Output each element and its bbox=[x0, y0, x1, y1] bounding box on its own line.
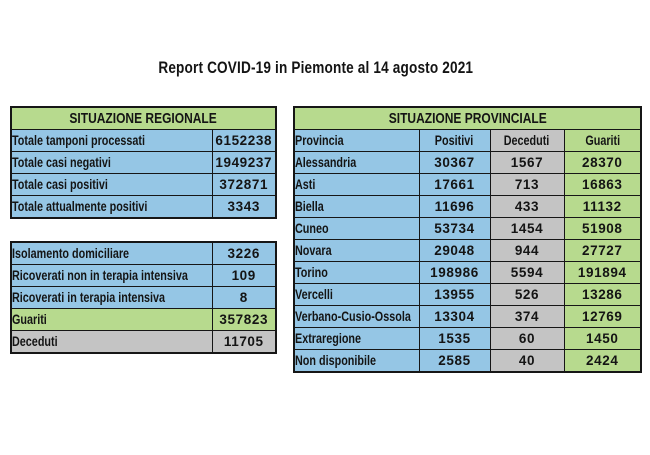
provincia-cell: Alessandria bbox=[293, 151, 420, 174]
row-value-cell: 11705 bbox=[211, 330, 277, 354]
provincia-cell: Extraregione bbox=[293, 327, 420, 350]
positivi-cell: 198986 bbox=[418, 261, 491, 284]
guariti-cell: 16863 bbox=[563, 173, 642, 196]
table-row: Extraregione 1535 60 1450 bbox=[293, 327, 642, 350]
provincial-header-row: SITUAZIONE PROVINCIALE bbox=[293, 106, 642, 130]
table-row: Verbano-Cusio-Ossola 13304 374 12769 bbox=[293, 305, 642, 328]
guariti-cell: 51908 bbox=[563, 217, 642, 240]
provincia-cell: Biella bbox=[293, 195, 420, 218]
table-row: Biella 11696 433 11132 bbox=[293, 195, 642, 218]
provincia-cell: Cuneo bbox=[293, 217, 420, 240]
report-title: Report COVID-19 in Piemonte al 14 agosto… bbox=[0, 58, 632, 78]
positivi-cell: 53734 bbox=[418, 217, 491, 240]
provincia-cell: Non disponibile bbox=[293, 349, 420, 373]
row-label-cell: Totale tamponi processati bbox=[10, 129, 213, 152]
table-row: Novara 29048 944 27727 bbox=[293, 239, 642, 262]
row-label-cell: Deceduti bbox=[10, 330, 213, 354]
column-header-guariti: Guariti bbox=[563, 129, 642, 152]
positivi-cell: 11696 bbox=[418, 195, 491, 218]
positivi-cell: 29048 bbox=[418, 239, 491, 262]
table-row: Totale attualmente positivi 3343 bbox=[10, 195, 277, 219]
table-row: Vercelli 13955 526 13286 bbox=[293, 283, 642, 306]
column-header-row: Provincia Positivi Deceduti Guariti bbox=[293, 129, 642, 152]
deceduti-cell: 1567 bbox=[489, 151, 565, 174]
table-row: Alessandria 30367 1567 28370 bbox=[293, 151, 642, 174]
deceduti-cell: 433 bbox=[489, 195, 565, 218]
table-row: Deceduti 11705 bbox=[10, 330, 277, 354]
table-row: Ricoverati non in terapia intensiva 109 bbox=[10, 264, 277, 287]
row-label-cell: Ricoverati in terapia intensiva bbox=[10, 286, 213, 309]
provincia-cell: Torino bbox=[293, 261, 420, 284]
row-value-cell: 6152238 bbox=[211, 129, 277, 152]
row-value-cell: 3226 bbox=[211, 241, 277, 265]
row-value-cell: 3343 bbox=[211, 195, 277, 219]
table-row: Totale tamponi processati 6152238 bbox=[10, 129, 277, 152]
report-title-text: Report COVID-19 in Piemonte al 14 agosto… bbox=[158, 58, 474, 77]
deceduti-cell: 60 bbox=[489, 327, 565, 350]
positivi-cell: 13304 bbox=[418, 305, 491, 328]
guariti-cell: 13286 bbox=[563, 283, 642, 306]
table-row: Totale casi negativi 1949237 bbox=[10, 151, 277, 174]
column-header-positivi: Positivi bbox=[418, 129, 491, 152]
positivi-cell: 2585 bbox=[418, 349, 491, 373]
positivi-cell: 13955 bbox=[418, 283, 491, 306]
table-row: Guariti 357823 bbox=[10, 308, 277, 331]
column-header-deceduti: Deceduti bbox=[489, 129, 565, 152]
table-row: Torino 198986 5594 191894 bbox=[293, 261, 642, 284]
regional-header-row: SITUAZIONE REGIONALE bbox=[10, 106, 277, 130]
row-value-cell: 372871 bbox=[211, 173, 277, 196]
provincial-table: SITUAZIONE PROVINCIALE Provincia Positiv… bbox=[293, 106, 643, 373]
provincia-cell: Novara bbox=[293, 239, 420, 262]
guariti-cell: 28370 bbox=[563, 151, 642, 174]
table-row: Ricoverati in terapia intensiva 8 bbox=[10, 286, 277, 309]
positivi-cell: 1535 bbox=[418, 327, 491, 350]
deceduti-cell: 40 bbox=[489, 349, 565, 373]
row-value-cell: 109 bbox=[211, 264, 277, 287]
provincial-table-title: SITUAZIONE PROVINCIALE bbox=[293, 106, 642, 130]
guariti-cell: 11132 bbox=[563, 195, 642, 218]
table-row: Asti 17661 713 16863 bbox=[293, 173, 642, 196]
row-label-cell: Totale attualmente positivi bbox=[10, 195, 213, 219]
row-label-cell: Guariti bbox=[10, 308, 213, 331]
deceduti-cell: 526 bbox=[489, 283, 565, 306]
deceduti-cell: 944 bbox=[489, 239, 565, 262]
table-row: Non disponibile 2585 40 2424 bbox=[293, 349, 642, 373]
guariti-cell: 191894 bbox=[563, 261, 642, 284]
row-label-cell: Ricoverati non in terapia intensiva bbox=[10, 264, 213, 287]
provincia-cell: Asti bbox=[293, 173, 420, 196]
positivi-cell: 17661 bbox=[418, 173, 491, 196]
guariti-cell: 1450 bbox=[563, 327, 642, 350]
positivi-cell: 30367 bbox=[418, 151, 491, 174]
deceduti-cell: 374 bbox=[489, 305, 565, 328]
provincia-cell: Verbano-Cusio-Ossola bbox=[293, 305, 420, 328]
row-value-cell: 357823 bbox=[211, 308, 277, 331]
regional-table: SITUAZIONE REGIONALE Totale tamponi proc… bbox=[10, 106, 277, 219]
deceduti-cell: 1454 bbox=[489, 217, 565, 240]
table-row: Isolamento domiciliare 3226 bbox=[10, 241, 277, 265]
deceduti-cell: 5594 bbox=[489, 261, 565, 284]
guariti-cell: 2424 bbox=[563, 349, 642, 373]
column-header-provincia: Provincia bbox=[293, 129, 420, 152]
table-row: Cuneo 53734 1454 51908 bbox=[293, 217, 642, 240]
row-value-cell: 8 bbox=[211, 286, 277, 309]
row-label-cell: Totale casi positivi bbox=[10, 173, 213, 196]
deceduti-cell: 713 bbox=[489, 173, 565, 196]
row-value-cell: 1949237 bbox=[211, 151, 277, 174]
current-status-table: Isolamento domiciliare 3226 Ricoverati n… bbox=[10, 241, 277, 354]
regional-table-title: SITUAZIONE REGIONALE bbox=[10, 106, 277, 130]
provincia-cell: Vercelli bbox=[293, 283, 420, 306]
row-label-cell: Totale casi negativi bbox=[10, 151, 213, 174]
guariti-cell: 12769 bbox=[563, 305, 642, 328]
table-row: Totale casi positivi 372871 bbox=[10, 173, 277, 196]
guariti-cell: 27727 bbox=[563, 239, 642, 262]
row-label-cell: Isolamento domiciliare bbox=[10, 241, 213, 265]
